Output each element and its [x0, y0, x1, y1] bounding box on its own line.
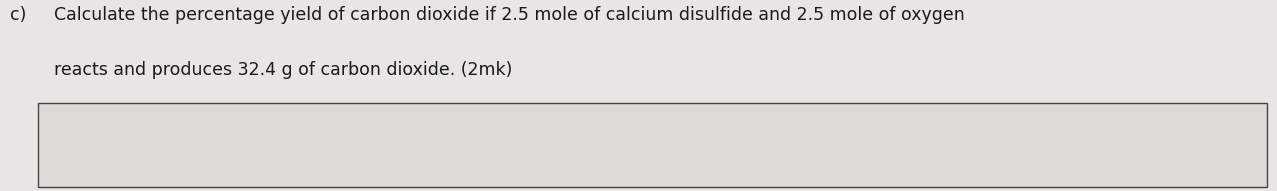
- FancyBboxPatch shape: [38, 103, 1267, 187]
- Text: c): c): [10, 6, 27, 24]
- Text: Calculate the percentage yield of carbon dioxide if 2.5 mole of calcium disulfid: Calculate the percentage yield of carbon…: [54, 6, 964, 24]
- Text: reacts and produces 32.4 g of carbon dioxide. (2mk): reacts and produces 32.4 g of carbon dio…: [54, 61, 512, 79]
